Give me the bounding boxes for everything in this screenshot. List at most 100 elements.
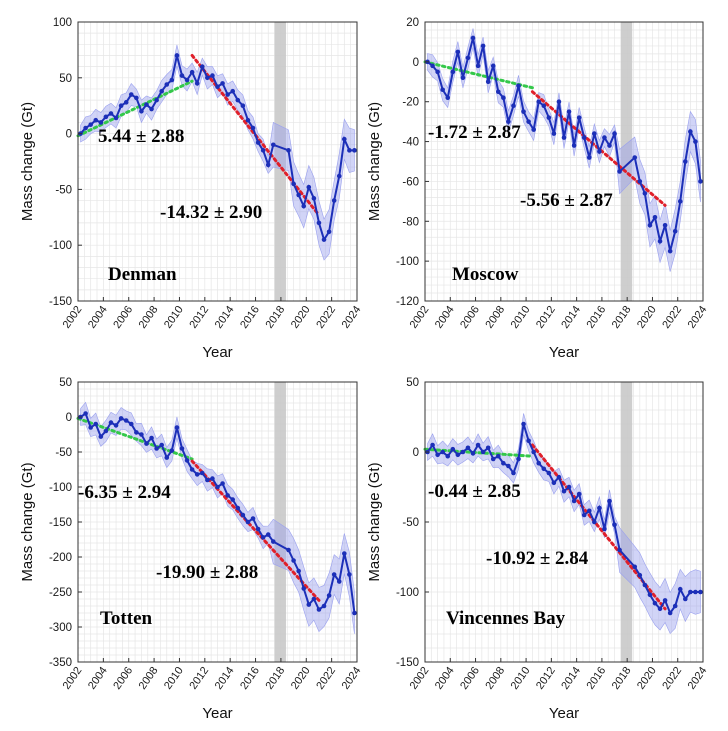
y-tick-label: -250: [49, 587, 72, 599]
data-point: [194, 472, 200, 477]
y-tick-label: -80: [402, 216, 419, 228]
data-point: [103, 114, 109, 120]
data-point: [662, 222, 668, 228]
trend-rate-before: 5.44 ± 2.88: [98, 126, 184, 147]
x-tick-label: 2010: [509, 665, 533, 692]
data-point: [597, 149, 602, 154]
data-point: [667, 248, 673, 254]
x-tick-label: 2016: [238, 665, 262, 692]
data-point: [159, 442, 164, 448]
data-point: [174, 53, 180, 58]
data-point: [551, 480, 557, 486]
data-point: [88, 122, 93, 127]
data-point: [516, 456, 521, 462]
data-point: [642, 582, 648, 588]
data-point: [291, 558, 296, 563]
data-point: [342, 551, 347, 556]
data-point: [637, 179, 643, 184]
data-point: [184, 458, 190, 463]
data-point: [607, 143, 612, 148]
trend-rate-after: -10.92 ± 2.84: [486, 548, 589, 569]
data-point: [693, 589, 698, 595]
data-point: [480, 449, 486, 455]
x-tick-label: 2024: [340, 304, 364, 331]
x-tick-label: 2006: [458, 665, 482, 692]
data-point: [652, 600, 658, 606]
uncertainty-band: [80, 401, 355, 634]
x-tick-label: 2016: [584, 665, 608, 692]
data-point: [118, 416, 124, 421]
data-point: [139, 108, 144, 114]
data-point: [683, 159, 688, 164]
data-point: [430, 63, 435, 69]
uncertainty-band: [80, 44, 355, 261]
data-point: [597, 505, 602, 511]
region-name: Denman: [108, 264, 177, 285]
data-point: [154, 97, 159, 103]
region-name: Moscow: [452, 264, 519, 285]
x-tick-label: 2024: [340, 665, 364, 692]
data-point: [311, 596, 317, 602]
x-axis-label: Year: [202, 705, 232, 722]
data-point: [210, 73, 215, 78]
x-tick-label: 2006: [111, 304, 135, 331]
data-point: [326, 593, 332, 598]
data-point: [83, 125, 88, 131]
region-name: Vincennes Bay: [446, 608, 566, 629]
data-point: [220, 81, 225, 86]
data-point: [642, 191, 648, 196]
y-tick-label: 50: [406, 377, 419, 389]
data-point: [164, 455, 170, 460]
trend-rate-before: -1.72 ± 2.87: [428, 122, 521, 143]
y-tick-label: -150: [49, 517, 72, 529]
data-point: [440, 87, 445, 93]
trend-rate-after: -14.32 ± 2.90: [160, 202, 262, 223]
data-point: [154, 446, 159, 451]
data-point: [271, 142, 276, 148]
x-tick-label: 2022: [314, 304, 338, 331]
data-point: [521, 421, 526, 427]
data-point: [475, 63, 481, 69]
data-point: [286, 148, 291, 153]
data-point: [521, 109, 526, 114]
data-point: [526, 438, 531, 444]
data-point: [677, 199, 683, 204]
data-point: [470, 35, 476, 41]
x-tick-label: 2006: [458, 304, 482, 331]
data-point: [581, 512, 587, 518]
data-point: [199, 470, 205, 476]
data-point: [205, 477, 210, 483]
trend-line-before-2011: [423, 60, 534, 90]
data-point: [602, 526, 607, 532]
x-tick-label: 2022: [314, 665, 338, 692]
data-point: [586, 155, 592, 160]
x-tick-label: 2024: [686, 304, 710, 331]
x-tick-label: 2020: [289, 304, 313, 331]
data-point: [225, 493, 230, 498]
data-point: [88, 425, 93, 430]
data-point: [541, 103, 547, 108]
y-tick-label: -60: [402, 176, 419, 188]
data-point: [336, 173, 342, 179]
data-point: [225, 92, 230, 97]
data-point: [331, 198, 337, 203]
y-axis-label: Mass change (Gt): [366, 102, 383, 221]
data-point: [255, 526, 261, 532]
data-point: [445, 453, 451, 459]
y-tick-label: -120: [396, 296, 419, 308]
data-point: [581, 135, 587, 140]
data-point: [265, 532, 271, 537]
data-point: [352, 148, 357, 153]
y-axis-label: Mass change (Gt): [19, 462, 36, 581]
x-tick-label: 2004: [86, 665, 110, 692]
data-point: [495, 453, 501, 459]
x-tick-label: 2008: [483, 304, 507, 331]
data-point: [306, 184, 312, 190]
data-point: [450, 446, 456, 452]
data-point: [215, 84, 220, 90]
data-point: [490, 456, 496, 462]
data-point: [250, 125, 256, 131]
data-point: [189, 467, 195, 472]
data-gap-band: [620, 382, 633, 662]
data-point: [271, 539, 276, 544]
